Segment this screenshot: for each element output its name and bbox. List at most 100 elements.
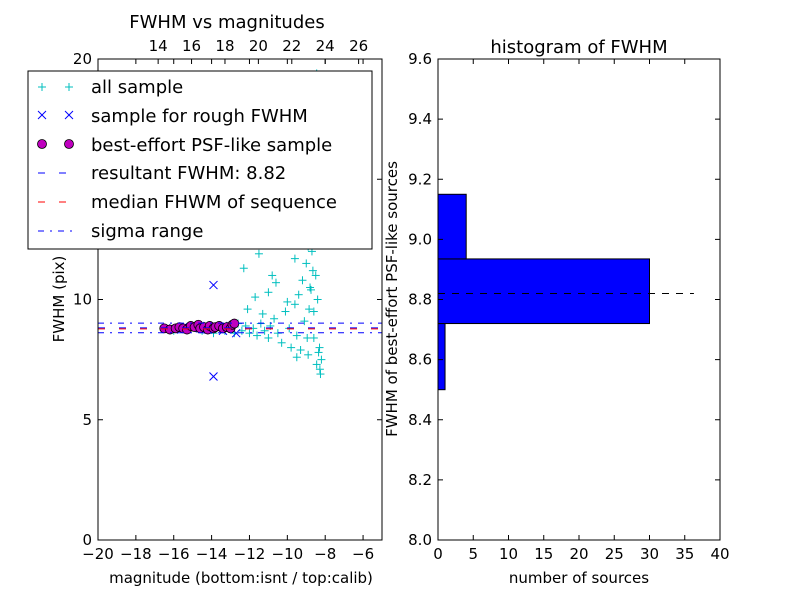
data-point-plus <box>271 278 280 287</box>
top-x-tick-label: 16 <box>182 37 201 55</box>
data-point-cross <box>209 372 218 381</box>
data-point-plus <box>296 346 305 355</box>
data-point-plus <box>309 333 318 342</box>
top-x-tick-label: 24 <box>316 37 335 55</box>
right-x-axis-label: number of sources <box>509 569 649 587</box>
left-x-axis-label: magnitude (bottom:isnt / top:calib) <box>109 569 373 587</box>
data-point-plus <box>312 360 321 369</box>
data-point-plus <box>316 370 325 379</box>
x-tick-label: 35 <box>675 545 694 563</box>
y-tick-label: 20 <box>73 50 92 68</box>
data-point-plus <box>317 355 326 364</box>
data-point-plus <box>258 309 267 318</box>
x-tick-label: −10 <box>272 545 304 563</box>
x-tick-label: 40 <box>710 545 729 563</box>
x-tick-label: −20 <box>82 545 114 563</box>
histogram-bar <box>437 323 446 391</box>
legend-item-rough-sample: sample for rough FWHM <box>37 106 308 127</box>
legend-item-median: median FHWM of sequence <box>38 192 337 213</box>
x-tick-label: 10 <box>499 545 518 563</box>
data-point-plus <box>313 295 322 304</box>
data-point-cross <box>209 280 218 290</box>
data-point-plus <box>315 343 324 352</box>
y-tick-label: 8.6 <box>408 351 432 369</box>
legend-label: sigma range <box>91 221 203 242</box>
legend-label: sample for rough FWHM <box>91 106 308 127</box>
left-chart-title: FWHM vs magnitudes <box>129 12 324 33</box>
legend-label: median FHWM of sequence <box>91 192 337 213</box>
x-tick-label: 0 <box>433 545 443 563</box>
y-tick-label: 0 <box>82 531 92 549</box>
data-point-plus <box>268 271 277 280</box>
data-point-plus <box>298 276 307 285</box>
top-x-tick-label: 14 <box>149 37 168 55</box>
legend-label: all sample <box>91 77 183 98</box>
data-point-plus <box>254 249 263 258</box>
right-x-axis: 0 5 10 15 20 25 30 35 40 <box>433 59 730 563</box>
data-point-plus <box>314 348 323 357</box>
data-point-plus <box>270 314 279 323</box>
right-y-axis: 8.0 8.2 8.4 8.6 8.8 9.0 9.2 9.4 9.6 <box>408 50 720 549</box>
data-point-plus <box>277 338 286 347</box>
data-point-plus <box>239 264 248 273</box>
y-tick-label: 9.4 <box>408 110 432 128</box>
left-x-axis: −20 −18 −16 −14 −12 −10 −8 −6 <box>82 59 374 563</box>
data-point-plus <box>305 305 314 314</box>
data-point-plus <box>283 297 292 306</box>
data-point-plus <box>264 333 273 342</box>
y-tick-label: 9.6 <box>408 50 432 68</box>
data-point-plus <box>292 353 301 362</box>
data-point-plus <box>300 317 309 326</box>
legend-item-resultant: resultant FWHM: 8.82 <box>38 163 286 184</box>
left-top-axis: 14 16 18 20 22 24 26 <box>149 37 368 64</box>
data-point-plus <box>245 329 254 338</box>
data-point-plus <box>308 266 317 275</box>
y-tick-label: 9.0 <box>408 230 432 248</box>
data-point-plus <box>260 326 269 335</box>
y-tick-label: 5 <box>82 411 92 429</box>
legend-label: resultant FWHM: 8.82 <box>91 163 286 184</box>
legend-item-sigma: sigma range <box>38 221 203 242</box>
x-tick-label: −12 <box>234 545 266 563</box>
x-tick-label: 20 <box>569 545 588 563</box>
right-plot-area <box>437 193 694 391</box>
data-point-plus <box>243 305 252 314</box>
data-point-plus <box>302 259 311 268</box>
x-tick-label: 30 <box>640 545 659 563</box>
histogram-bar <box>437 258 650 325</box>
y-tick-label: 8.2 <box>408 471 432 489</box>
data-point-plus <box>251 293 260 302</box>
legend-marker-circle <box>64 139 74 149</box>
data-point-plus <box>294 290 303 299</box>
x-tick-label: 15 <box>534 545 553 563</box>
y-tick-label: 10 <box>73 291 92 309</box>
y-tick-label: 8.0 <box>408 531 432 549</box>
data-point-plus <box>311 271 320 280</box>
data-point-plus <box>281 307 290 316</box>
y-tick-label: 9.2 <box>408 170 432 188</box>
data-point-plus <box>290 254 299 263</box>
x-tick-label: −14 <box>196 545 228 563</box>
histogram-bar <box>437 193 467 260</box>
top-x-tick-label: 26 <box>349 37 368 55</box>
marker-stroke <box>209 280 218 290</box>
data-point-plus <box>292 331 301 340</box>
right-chart-title: histogram of FWHM <box>490 37 667 58</box>
x-tick-label: −6 <box>352 545 374 563</box>
legend-box <box>27 70 373 250</box>
left-y-axis: 0 5 10 20 <box>73 50 382 549</box>
top-x-tick-label: 18 <box>215 37 234 55</box>
legend: all sample sample for rough FWHM best-ef… <box>27 70 373 250</box>
legend-marker-circle <box>37 139 47 149</box>
data-point-plus <box>253 331 262 340</box>
y-tick-label: 8.8 <box>408 291 432 309</box>
data-point-plus <box>309 307 318 316</box>
y-tick-label: 8.4 <box>408 411 432 429</box>
left-reference-lines <box>98 322 382 334</box>
right-y-axis-label: FWHM of best-effort PSF-like sources <box>383 161 401 437</box>
data-point-plus <box>287 343 296 352</box>
right-chart: histogram of FWHM 0 5 10 15 20 25 30 35 40 8.08.… <box>383 37 730 587</box>
data-point-plus <box>290 300 299 309</box>
data-point-plus <box>304 350 313 359</box>
